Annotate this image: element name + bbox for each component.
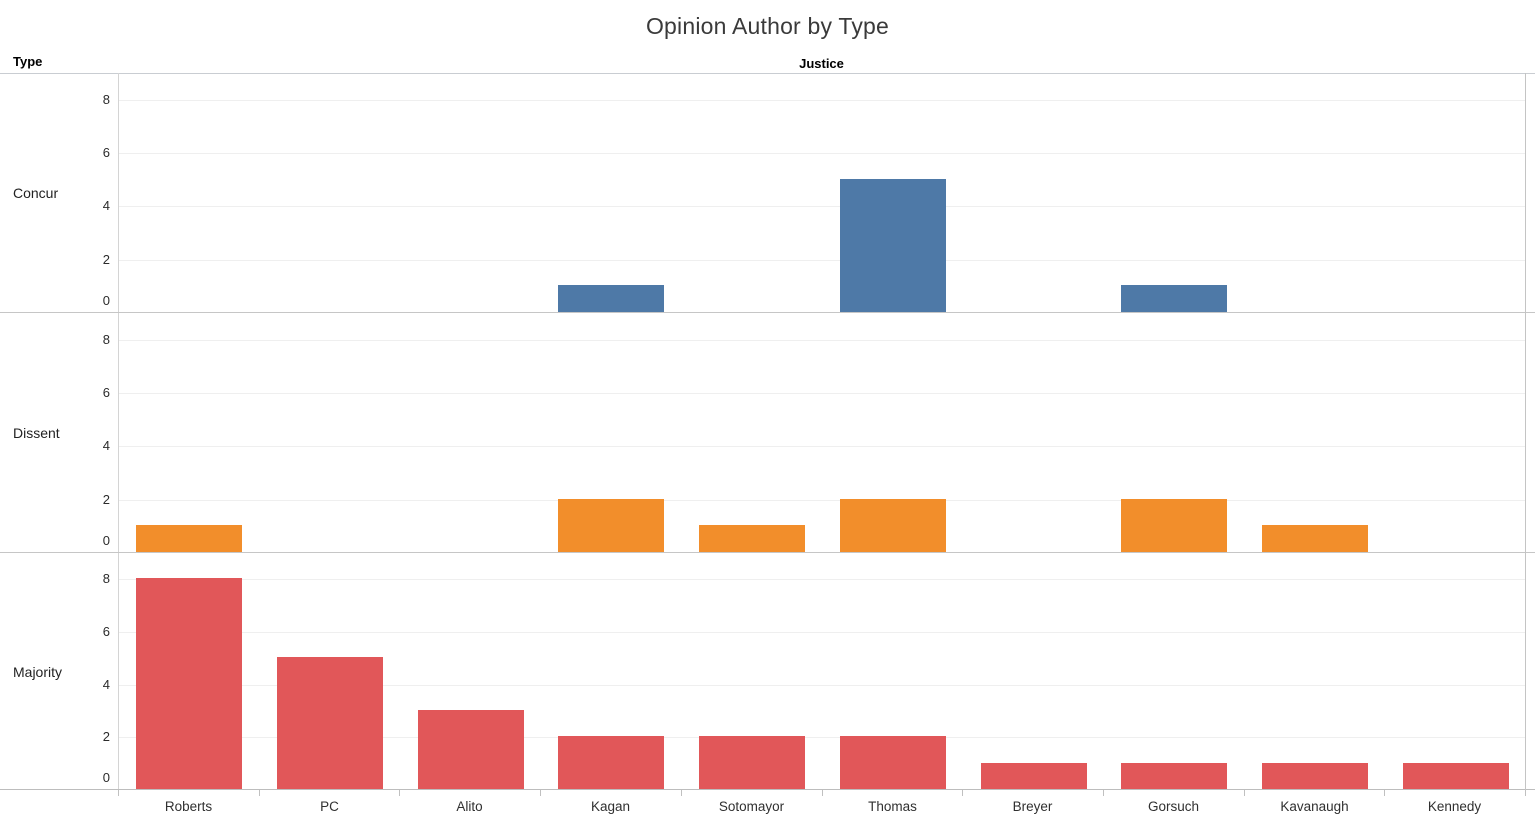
gridline bbox=[119, 153, 1525, 154]
x-axis-label-roberts: Roberts bbox=[164, 799, 213, 814]
bar-majority-kagan[interactable] bbox=[558, 736, 664, 789]
bar-dissent-kavanaugh[interactable] bbox=[1262, 525, 1368, 552]
y-tick-label: 6 bbox=[102, 624, 110, 639]
x-axis-label-kavanaugh: Kavanaugh bbox=[1280, 799, 1349, 814]
bar-majority-roberts[interactable] bbox=[136, 578, 242, 789]
x-axis-label-kagan: Kagan bbox=[590, 799, 631, 814]
x-axis-tick bbox=[1103, 790, 1104, 796]
x-axis-label-alito: Alito bbox=[456, 799, 483, 814]
y-tick-label: 8 bbox=[102, 91, 110, 107]
gridline bbox=[119, 579, 1525, 581]
bar-dissent-sotomayor[interactable] bbox=[699, 525, 805, 552]
gridline bbox=[119, 737, 1525, 739]
bar-majority-kavanaugh[interactable] bbox=[1262, 763, 1368, 789]
x-axis: Roberts PC Alito Kagan Sotomayor Thomas Breyer… bbox=[118, 790, 1526, 823]
x-axis-label-thomas: Thomas bbox=[868, 799, 917, 814]
gridline bbox=[119, 446, 1525, 448]
panel-concur: Concur 0 2 4 6 8 bbox=[0, 73, 1535, 313]
gridline bbox=[119, 393, 1525, 394]
chart-title: Opinion Author by Type bbox=[645, 13, 890, 39]
y-tick-label: 0 bbox=[102, 293, 110, 308]
x-axis-tick bbox=[399, 790, 400, 796]
x-axis-label-pc: PC bbox=[320, 799, 339, 814]
y-tick-label: 0 bbox=[102, 770, 110, 785]
bar-majority-alito[interactable] bbox=[418, 710, 524, 789]
bar-dissent-roberts[interactable] bbox=[136, 525, 242, 552]
y-tick-label: 6 bbox=[102, 385, 110, 400]
panel-dissent: Dissent 0 2 4 6 8 bbox=[0, 313, 1535, 553]
gridline bbox=[119, 99, 1525, 101]
bar-concur-gorsuch[interactable] bbox=[1121, 285, 1227, 312]
y-tick-label: 6 bbox=[102, 145, 110, 160]
y-tick-label: 8 bbox=[102, 331, 110, 347]
bar-majority-thomas[interactable] bbox=[840, 736, 946, 789]
bar-concur-kagan[interactable] bbox=[558, 285, 664, 312]
x-axis-tick bbox=[1244, 790, 1245, 796]
plot-right-border bbox=[1525, 73, 1526, 790]
y-tick-label: 4 bbox=[102, 438, 110, 454]
y-tick-label: 2 bbox=[102, 729, 110, 745]
x-axis-label-breyer: Breyer bbox=[1012, 799, 1053, 814]
x-axis-tick bbox=[822, 790, 823, 796]
y-tick-label: 2 bbox=[102, 251, 110, 267]
y-tick-label: 4 bbox=[102, 676, 110, 692]
x-axis-label-gorsuch: Gorsuch bbox=[1147, 799, 1200, 814]
x-axis-label-sotomayor: Sotomayor bbox=[718, 799, 785, 814]
column-axis-header: Justice bbox=[799, 56, 844, 71]
x-axis-tick bbox=[1384, 790, 1385, 796]
bar-concur-thomas[interactable] bbox=[840, 179, 946, 312]
row-label-concur: Concur bbox=[13, 185, 59, 201]
x-axis-tick bbox=[540, 790, 541, 796]
x-axis-tick bbox=[1525, 790, 1526, 796]
gridline bbox=[119, 339, 1525, 341]
x-axis-tick bbox=[681, 790, 682, 796]
gridline bbox=[119, 259, 1525, 261]
plot-area-concur bbox=[118, 73, 1525, 312]
bar-majority-kennedy[interactable] bbox=[1403, 763, 1509, 789]
gridline bbox=[119, 206, 1525, 208]
y-tick-label: 2 bbox=[102, 491, 110, 507]
bar-dissent-gorsuch[interactable] bbox=[1121, 499, 1227, 552]
panel-majority: Majority 0 2 4 6 8 bbox=[0, 553, 1535, 790]
bar-majority-sotomayor[interactable] bbox=[699, 736, 805, 789]
x-axis-tick bbox=[259, 790, 260, 796]
plot-area-majority bbox=[118, 553, 1525, 789]
y-tick-label: 8 bbox=[102, 571, 110, 587]
y-tick-label: 0 bbox=[102, 533, 110, 548]
gridline bbox=[119, 499, 1525, 501]
x-axis-tick bbox=[118, 790, 119, 796]
gridline bbox=[119, 632, 1525, 633]
bar-majority-breyer[interactable] bbox=[981, 763, 1087, 789]
header-divider bbox=[0, 73, 1535, 74]
y-tick-label: 4 bbox=[102, 198, 110, 214]
bar-majority-pc[interactable] bbox=[277, 657, 383, 789]
x-axis-tick bbox=[962, 790, 963, 796]
bar-dissent-thomas[interactable] bbox=[840, 499, 946, 552]
bar-dissent-kagan[interactable] bbox=[558, 499, 664, 552]
bar-majority-gorsuch[interactable] bbox=[1121, 763, 1227, 789]
row-axis-header: Type bbox=[13, 54, 43, 69]
row-label-dissent: Dissent bbox=[13, 425, 60, 441]
x-axis-label-kennedy: Kennedy bbox=[1427, 799, 1482, 814]
row-label-majority: Majority bbox=[13, 663, 63, 680]
gridline bbox=[119, 684, 1525, 686]
plot-area-dissent bbox=[118, 313, 1525, 552]
